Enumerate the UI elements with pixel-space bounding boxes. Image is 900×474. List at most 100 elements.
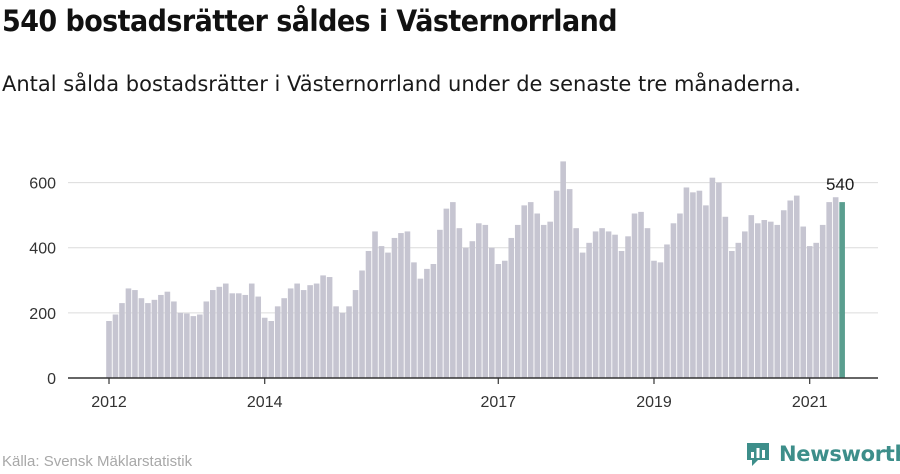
bar — [677, 213, 683, 378]
bar — [138, 298, 145, 378]
bar-highlight — [839, 202, 845, 378]
bar — [547, 221, 553, 378]
newsworthy-logo-icon — [747, 443, 769, 466]
bar — [534, 213, 541, 378]
bar — [683, 187, 690, 378]
bar — [625, 236, 631, 378]
bar — [832, 197, 839, 378]
bar — [359, 270, 365, 378]
bar — [592, 231, 599, 378]
bar — [729, 250, 735, 378]
bar — [398, 233, 404, 378]
bar — [521, 205, 528, 378]
bar — [774, 224, 781, 378]
y-tick-label: 600 — [29, 176, 56, 193]
bar — [566, 189, 573, 378]
bar — [800, 226, 807, 378]
bar — [482, 224, 489, 378]
page-subtitle: Antal sålda bostadsrätter i Västernorrla… — [2, 72, 801, 96]
bar — [501, 260, 508, 378]
bar — [346, 306, 352, 378]
bar — [184, 313, 190, 378]
bar — [709, 177, 716, 378]
bar — [171, 301, 177, 378]
bar — [424, 268, 430, 378]
bar — [235, 293, 242, 378]
x-tick-label: 2017 — [480, 394, 516, 411]
bar — [742, 231, 748, 378]
bar — [514, 224, 521, 378]
source-credit: Källa: Svensk Mäklarstatistik — [2, 453, 193, 470]
bar — [767, 221, 774, 378]
bar — [365, 250, 372, 378]
bar — [255, 296, 262, 378]
bar — [540, 224, 547, 378]
bar — [177, 312, 184, 378]
bar — [579, 252, 586, 378]
bar — [696, 190, 703, 378]
bar — [819, 224, 826, 378]
bar — [748, 215, 755, 378]
bar — [248, 283, 255, 378]
bar — [638, 211, 644, 378]
bar — [716, 182, 722, 378]
bar — [476, 223, 482, 378]
brand-logo[interactable]: Newsworthy — [745, 441, 900, 467]
bar — [385, 252, 391, 378]
bar — [294, 283, 300, 378]
x-tick-label: 2012 — [91, 394, 127, 411]
bar — [210, 290, 216, 378]
bar — [352, 290, 359, 378]
bar — [573, 228, 579, 378]
bar — [333, 306, 339, 378]
bar — [203, 301, 210, 378]
bar — [242, 294, 249, 378]
bar — [229, 293, 236, 378]
bar — [313, 283, 320, 378]
bar — [125, 288, 132, 378]
bar — [644, 228, 651, 378]
bar — [307, 285, 313, 378]
bar — [657, 262, 664, 378]
bar — [268, 321, 274, 378]
bar — [670, 223, 677, 378]
bar — [722, 216, 729, 378]
bar — [690, 192, 696, 378]
bar — [274, 306, 281, 378]
y-tick-label: 200 — [29, 306, 56, 323]
bar — [164, 291, 171, 378]
bar-chart: 0 200 400 600 540 2012 2014 2017 2019 2021 — [29, 161, 878, 411]
bar — [339, 312, 346, 378]
bar — [443, 208, 450, 378]
bar — [216, 286, 223, 378]
bar — [300, 290, 307, 378]
bar — [703, 205, 709, 378]
bar — [132, 290, 138, 378]
x-tick-label: 2019 — [636, 394, 672, 411]
bar — [605, 231, 612, 378]
bar — [261, 317, 268, 378]
bar — [599, 228, 605, 378]
bar — [430, 264, 437, 378]
bar — [508, 237, 515, 378]
bar — [417, 278, 424, 378]
bar — [813, 242, 819, 378]
bar — [437, 229, 443, 378]
bar — [463, 247, 469, 378]
bar — [618, 250, 625, 378]
bar — [761, 220, 768, 378]
bar — [755, 223, 761, 378]
bar — [411, 262, 417, 378]
bar — [488, 247, 495, 378]
bar — [326, 277, 333, 378]
bar — [735, 242, 742, 378]
x-tick-label: 2021 — [792, 394, 828, 411]
bar — [158, 294, 164, 378]
brand-name: Newsworthy — [779, 442, 900, 466]
bar — [106, 321, 112, 378]
bar — [826, 202, 832, 378]
bar — [450, 202, 456, 378]
bar — [378, 246, 385, 378]
bar — [281, 298, 287, 378]
bar — [780, 210, 787, 378]
